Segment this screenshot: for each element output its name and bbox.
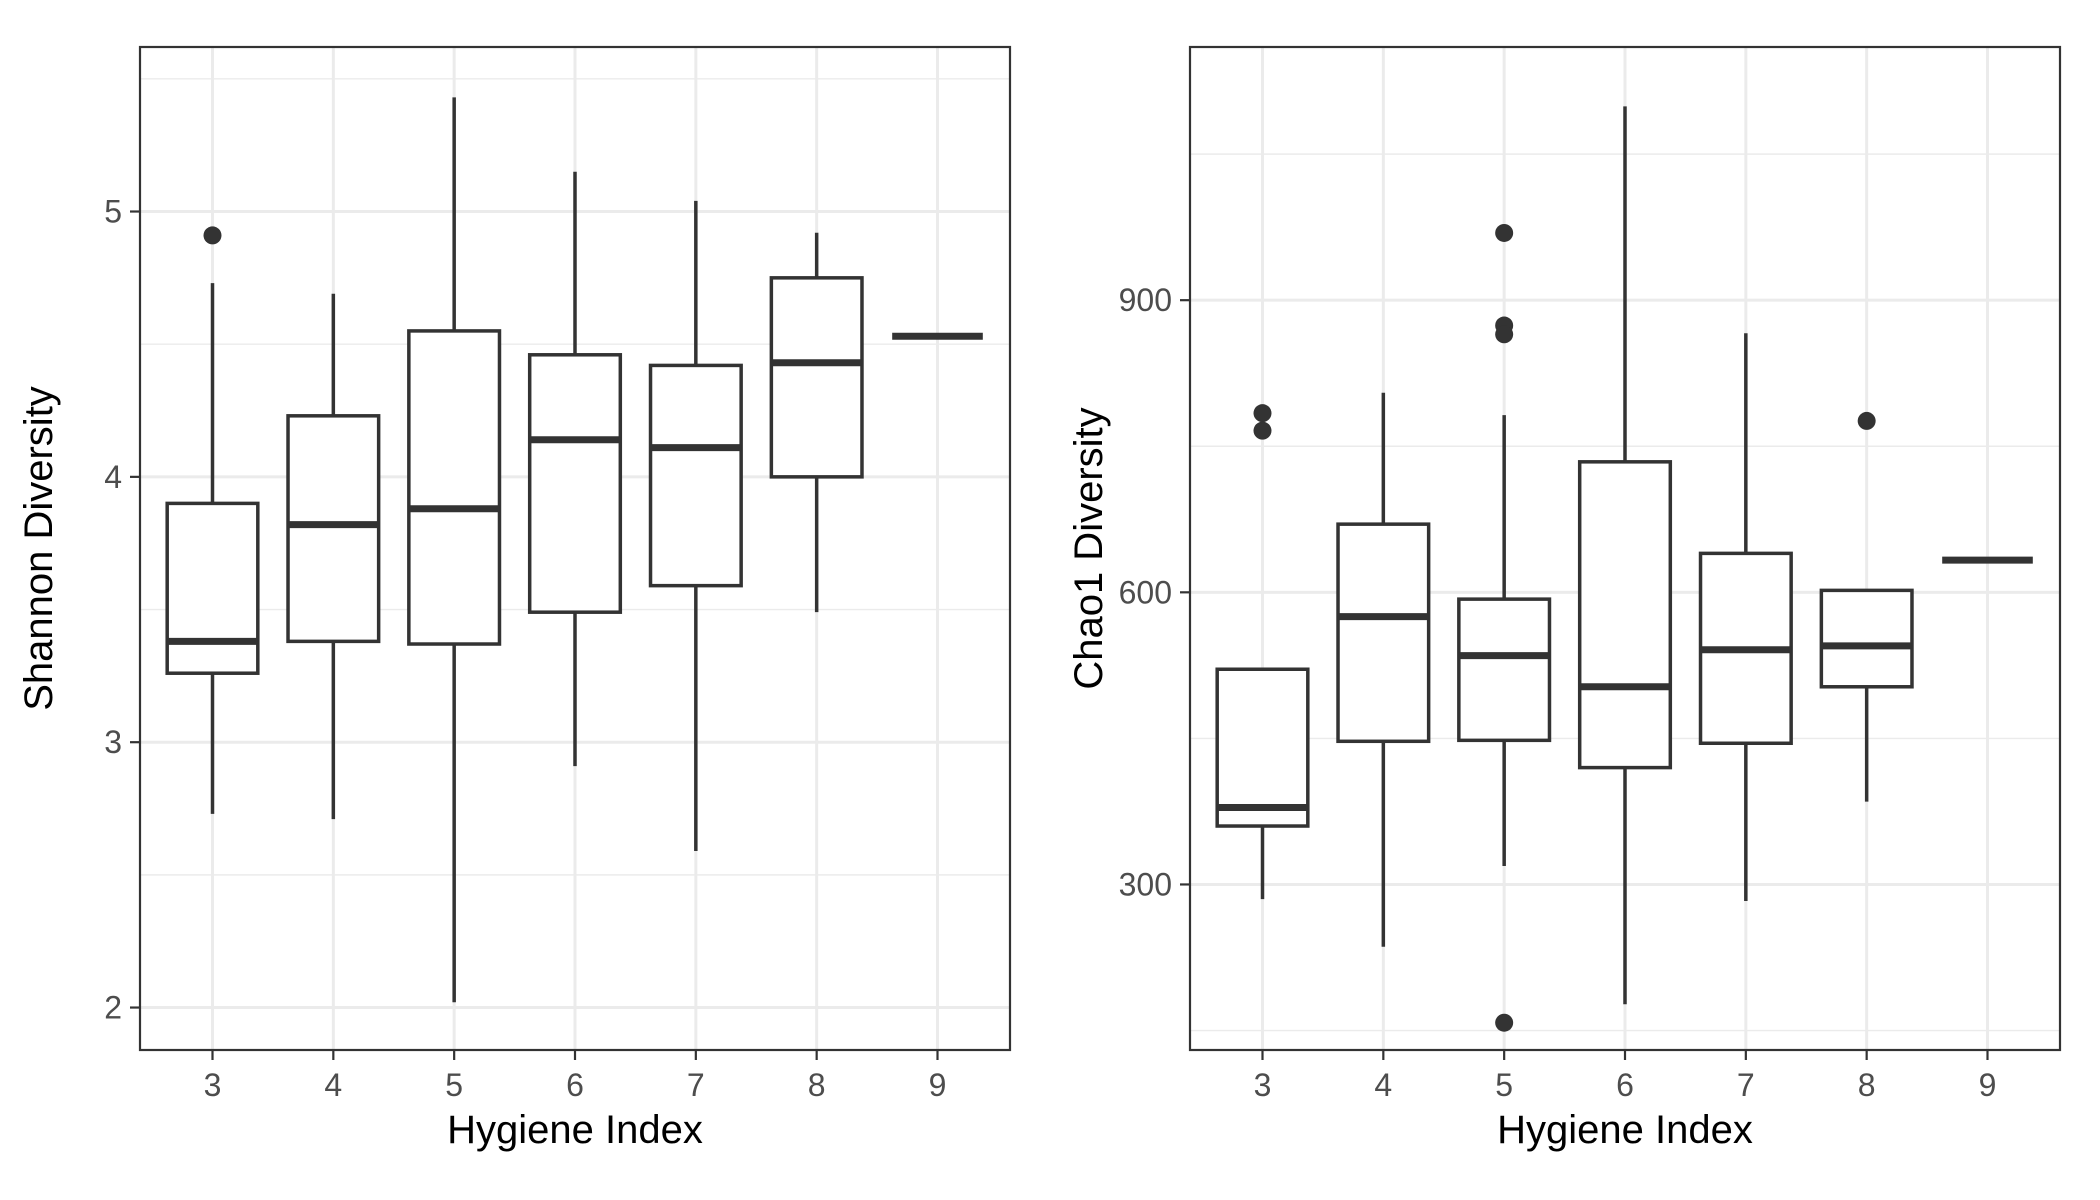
y-axis-title: Chao1 Diversity — [1067, 407, 1111, 689]
y-tick-label: 900 — [1119, 282, 1172, 318]
box-4 — [286, 293, 381, 820]
outlier-point — [1495, 1013, 1514, 1032]
x-tick-label: 6 — [566, 1067, 584, 1103]
box-3 — [1215, 404, 1310, 900]
box-7 — [648, 200, 743, 851]
box-body — [527, 353, 623, 614]
x-tick-label: 3 — [204, 1067, 222, 1103]
box-7 — [1698, 333, 1793, 902]
box-5 — [407, 97, 502, 1003]
box-body — [1577, 460, 1673, 770]
x-tick-label: 7 — [1737, 1067, 1755, 1103]
box-body — [1215, 667, 1310, 828]
outlier-point — [1495, 325, 1514, 344]
panel-2: 300 600 900 3 4 5 6 7 8 9 Hygiene Index Chao1 Diver… — [1067, 45, 2062, 1152]
x-tick-label: 8 — [808, 1067, 826, 1103]
y-tick-label: 4 — [104, 459, 122, 495]
x-tick-label: 6 — [1616, 1067, 1634, 1103]
x-tick-label: 9 — [1979, 1067, 1997, 1103]
outlier-point — [203, 226, 222, 245]
x-tick-label: 4 — [1374, 1067, 1392, 1103]
x-axis-title: Hygiene Index — [447, 1108, 703, 1152]
box-body — [1457, 597, 1552, 743]
box-3 — [165, 226, 260, 814]
x-tick-label: 8 — [1858, 1067, 1876, 1103]
y-tick-label: 5 — [104, 194, 122, 230]
box-body — [165, 501, 260, 675]
x-tick-label: 5 — [445, 1067, 463, 1103]
box-body — [1819, 588, 1914, 689]
y-axis-title: Shannon Diversity — [17, 386, 61, 711]
box-5 — [1457, 223, 1552, 1032]
y-tick-label: 3 — [104, 724, 122, 760]
outlier-point — [1253, 404, 1272, 423]
y-tick-label: 600 — [1119, 574, 1172, 610]
x-tick-label: 7 — [687, 1067, 705, 1103]
outlier-point — [1495, 223, 1514, 242]
outlier-point — [1253, 421, 1272, 440]
box-body — [648, 363, 743, 588]
x-tick-label: 3 — [1254, 1067, 1272, 1103]
x-tick-label: 9 — [929, 1067, 947, 1103]
x-tick-label: 5 — [1495, 1067, 1513, 1103]
panel-1: 2 3 4 5 3 4 5 6 7 8 9 Hygiene Index Shannon Diversit… — [17, 45, 1012, 1152]
box-4 — [1336, 392, 1431, 947]
box-body — [286, 414, 381, 644]
box-8 — [769, 232, 864, 613]
x-tick-label: 4 — [324, 1067, 342, 1103]
box-8 — [1819, 411, 1914, 802]
box-body — [1336, 522, 1431, 744]
outlier-point — [1857, 411, 1876, 430]
y-tick-label: 300 — [1119, 866, 1172, 902]
box-body — [407, 329, 502, 646]
box-6 — [1577, 106, 1673, 1005]
y-tick-label: 2 — [104, 990, 122, 1026]
box-body — [769, 276, 864, 479]
box-6 — [527, 171, 623, 767]
x-axis-title: Hygiene Index — [1497, 1108, 1753, 1152]
